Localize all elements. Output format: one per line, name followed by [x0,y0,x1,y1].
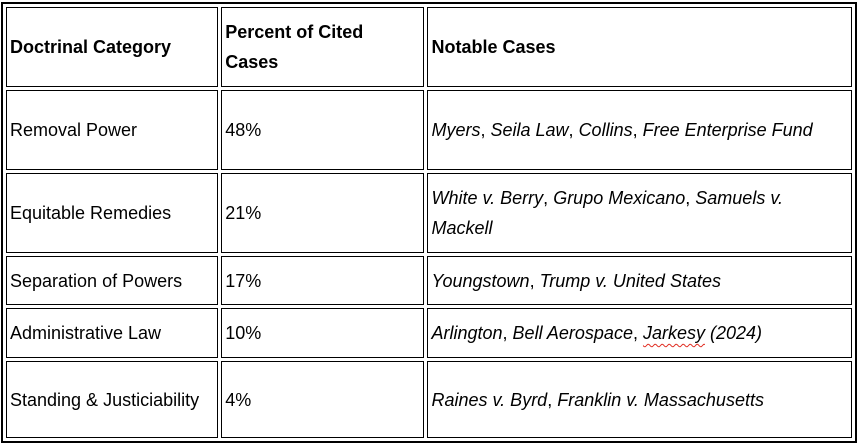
doctrinal-cases-table: Doctrinal Category Percent of Cited Case… [1,2,857,443]
column-header-notable-cases: Notable Cases [427,7,852,87]
category-cell: Removal Power [6,90,219,170]
case-name: Myers [431,120,481,140]
case-name: Trump v. United States [539,270,721,291]
percent-cell: 21% [221,173,425,253]
case-name: Collins [578,120,633,140]
table-row: Separation of Powers 17% Youngstown, Tru… [6,256,852,305]
case-name: Bell Aerospace [512,323,633,343]
case-separator: , [543,188,554,208]
case-name: Free Enterprise Fund [642,120,813,140]
case-separator: , [632,120,643,140]
case-separator: , [685,188,696,208]
notable-cases-cell: Raines v. Byrd, Franklin v. Massachusett… [427,361,852,438]
notable-cases-cell: Arlington, Bell Aerospace, Jarkesy (2024… [427,308,852,358]
category-cell: Separation of Powers [6,256,219,305]
case-separator: , [568,120,579,140]
column-header-percent-of-cited-cases: Percent of Cited Cases [221,7,425,87]
case-separator: , [529,270,540,291]
table-row: Administrative Law 10% Arlington, Bell A… [6,308,852,358]
notable-cases-cell: Myers, Seila Law, Collins, Free Enterpri… [427,90,852,170]
table-row: Standing & Justiciability 4% Raines v. B… [6,361,852,438]
case-name: Arlington [431,323,503,343]
case-name: Youngstown [431,270,530,291]
percent-cell: 17% [221,256,425,305]
table-row: Equitable Remedies 21% White v. Berry, G… [6,173,852,253]
case-separator: , [502,323,513,343]
case-name: Seila Law [490,120,569,140]
percent-cell: 48% [221,90,425,170]
case-separator: , [547,389,558,410]
case-name: Grupo Mexicano [553,188,686,208]
case-name: Samuels v. Mackell [431,188,783,238]
case-separator: , [632,323,643,343]
percent-cell: 10% [221,308,425,358]
case-name-misspelled: Jarkesy [642,323,705,343]
category-cell: Administrative Law [6,308,219,358]
notable-cases-cell: Youngstown, Trump v. United States [427,256,852,305]
header-row: Doctrinal Category Percent of Cited Case… [6,7,852,87]
case-name: Franklin v. Massachusetts [557,389,764,410]
column-header-doctrinal-category: Doctrinal Category [6,7,219,87]
notable-cases-cell: White v. Berry, Grupo Mexicano, Samuels … [427,173,852,253]
category-cell: Standing & Justiciability [6,361,219,438]
category-cell: Equitable Remedies [6,173,219,253]
case-separator: , [480,120,491,140]
table-row: Removal Power 48% Myers, Seila Law, Coll… [6,90,852,170]
case-name: (2024) [704,323,763,343]
case-name: White v. Berry [431,188,544,208]
case-name: Raines v. Byrd [431,389,548,410]
percent-cell: 4% [221,361,425,438]
